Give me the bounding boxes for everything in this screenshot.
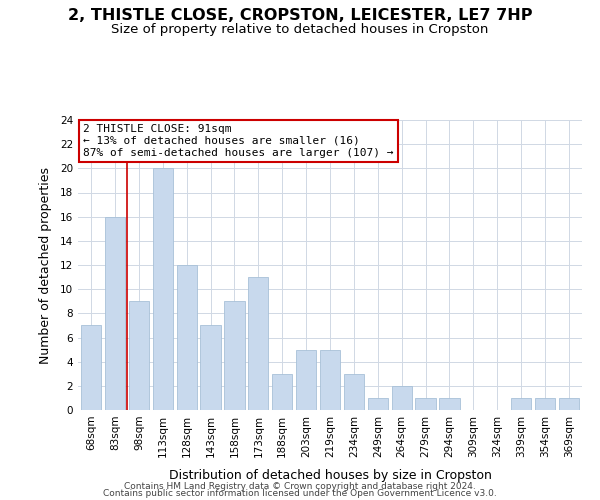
Bar: [439, 398, 460, 410]
Bar: [129, 301, 149, 410]
Bar: [511, 398, 531, 410]
Bar: [200, 326, 221, 410]
Text: Contains public sector information licensed under the Open Government Licence v3: Contains public sector information licen…: [103, 489, 497, 498]
Text: Contains HM Land Registry data © Crown copyright and database right 2024.: Contains HM Land Registry data © Crown c…: [124, 482, 476, 491]
Bar: [152, 168, 173, 410]
Text: Distribution of detached houses by size in Cropston: Distribution of detached houses by size …: [169, 470, 491, 482]
Text: 2 THISTLE CLOSE: 91sqm
← 13% of detached houses are smaller (16)
87% of semi-det: 2 THISTLE CLOSE: 91sqm ← 13% of detached…: [83, 124, 394, 158]
Bar: [559, 398, 579, 410]
Bar: [344, 374, 364, 410]
Bar: [368, 398, 388, 410]
Bar: [535, 398, 555, 410]
Bar: [224, 301, 245, 410]
Bar: [248, 277, 268, 410]
Text: 2, THISTLE CLOSE, CROPSTON, LEICESTER, LE7 7HP: 2, THISTLE CLOSE, CROPSTON, LEICESTER, L…: [68, 8, 532, 22]
Bar: [296, 350, 316, 410]
Bar: [415, 398, 436, 410]
Bar: [392, 386, 412, 410]
Bar: [105, 216, 125, 410]
Bar: [320, 350, 340, 410]
Y-axis label: Number of detached properties: Number of detached properties: [38, 166, 52, 364]
Text: Size of property relative to detached houses in Cropston: Size of property relative to detached ho…: [112, 22, 488, 36]
Bar: [176, 265, 197, 410]
Bar: [272, 374, 292, 410]
Bar: [81, 326, 101, 410]
